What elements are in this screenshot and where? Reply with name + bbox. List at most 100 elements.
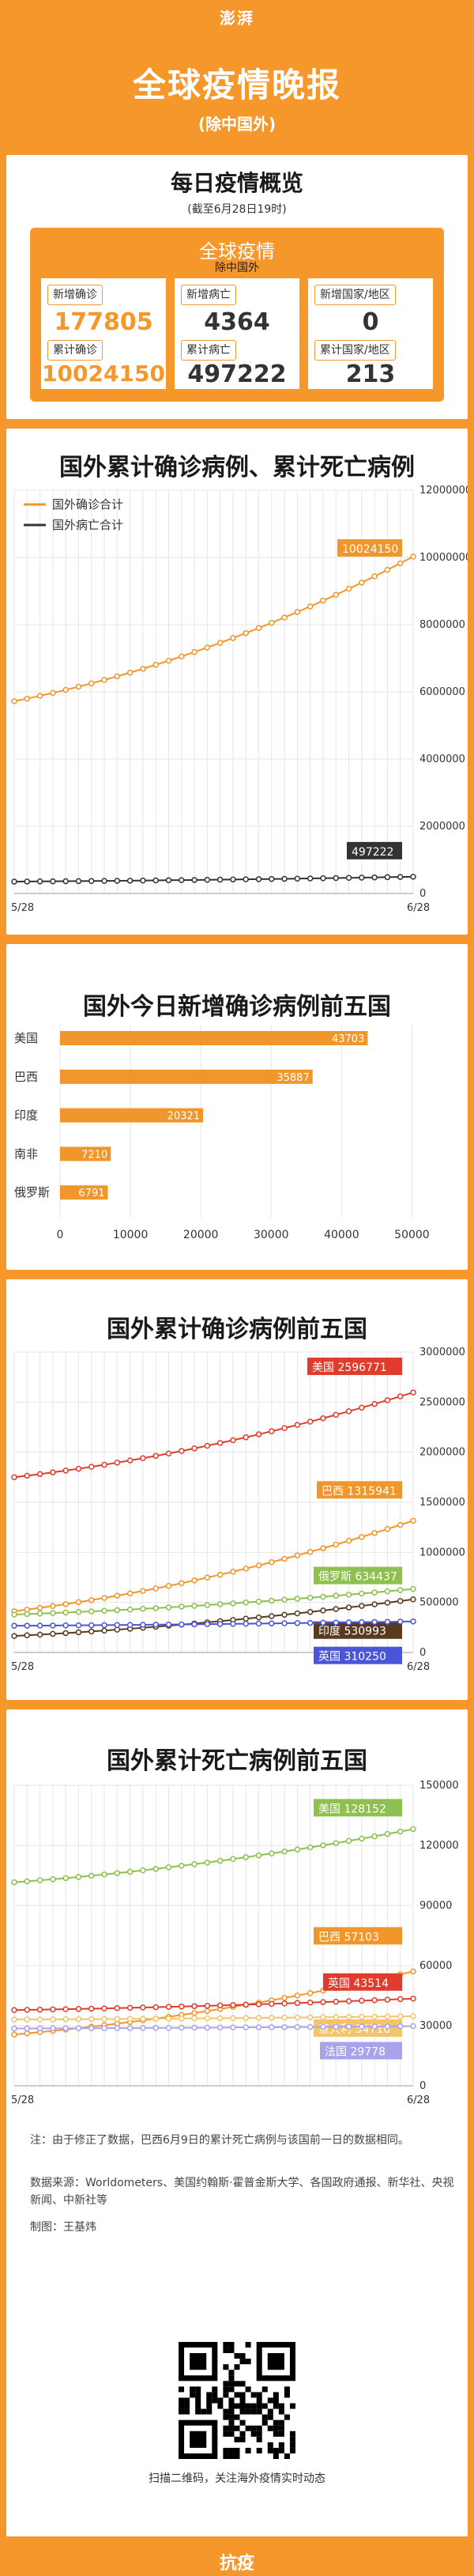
data-point	[126, 2025, 134, 2031]
data-point	[191, 1445, 198, 1452]
qr-code-image[interactable]	[179, 2342, 295, 2459]
data-point	[216, 1440, 224, 1446]
data-point	[179, 1603, 185, 1610]
qr-module	[228, 2431, 235, 2437]
stat-value-new-countries: 0	[362, 308, 379, 336]
qr-module	[278, 2442, 284, 2448]
data-point	[230, 1621, 236, 1627]
data-point	[114, 1592, 121, 1599]
data-point	[243, 2001, 249, 2008]
data-point	[397, 1618, 404, 1625]
data-point	[255, 2001, 262, 2008]
data-point	[126, 2015, 134, 2023]
sources-text: 数据来源：Worldometers、美国约翰斯·霍普金斯大学、各国政府通报、新华…	[30, 2177, 454, 2207]
data-point	[179, 1621, 185, 1628]
data-point	[216, 1571, 224, 1578]
data-point	[320, 1999, 326, 2005]
qr-module	[278, 2425, 284, 2431]
data-point	[230, 1437, 236, 1444]
bar-value-label: 35887	[276, 1072, 309, 1084]
chart-cumulative: 0 2000000 4000000 6000000 8000000 10000000 120…	[11, 485, 468, 914]
series-line	[13, 1520, 414, 1612]
data-point	[397, 2013, 404, 2019]
qr-module	[206, 2392, 213, 2398]
data-point	[101, 2025, 107, 2031]
bar	[60, 1108, 204, 1123]
data-point	[397, 560, 404, 567]
data-point	[269, 2000, 275, 2008]
series-label-bg	[317, 1481, 402, 1499]
data-point	[75, 878, 82, 885]
qr-module	[250, 2392, 257, 2398]
data-point	[11, 1633, 17, 1639]
qr-module	[284, 2386, 290, 2393]
qr-module	[195, 2392, 201, 2398]
qr-finder	[190, 2431, 207, 2448]
data-point	[179, 877, 185, 883]
qr-module	[289, 2431, 295, 2437]
x-tick-label: 5/28	[11, 1661, 34, 1673]
data-point	[114, 1622, 121, 1628]
data-point	[371, 1601, 378, 1607]
data-point	[410, 553, 416, 560]
data-point	[75, 1599, 82, 1606]
data-point	[191, 2015, 198, 2022]
qr-module	[278, 2447, 284, 2453]
stat-value-total-countries: 213	[345, 361, 396, 388]
stat-label-total-countries: 累计国家/地区	[314, 340, 396, 361]
bar-value-label: 6791	[78, 1188, 104, 1199]
data-point	[62, 1875, 69, 1882]
data-point	[216, 2024, 224, 2031]
data-point	[165, 2004, 172, 2010]
data-point	[126, 1622, 134, 1628]
data-point	[140, 2004, 146, 2011]
data-point	[191, 2003, 198, 2010]
data-point	[410, 1996, 416, 2002]
data-point	[294, 1596, 301, 1602]
data-point	[179, 2024, 185, 2031]
data-point	[230, 876, 236, 883]
stat-label-total-cases: 累计确诊	[47, 340, 103, 361]
data-point	[320, 597, 326, 604]
data-point	[397, 1828, 404, 1835]
data-point	[152, 662, 159, 668]
stat-label-total-deaths: 累计病亡	[181, 340, 236, 361]
data-point	[204, 2024, 211, 2031]
data-point	[62, 1467, 69, 1474]
data-point	[397, 1393, 404, 1399]
qr-module	[184, 2408, 190, 2415]
qr-module	[289, 2436, 295, 2442]
data-point	[410, 1517, 416, 1524]
qr-module	[256, 2408, 262, 2415]
legend-label: 国外确诊合计	[52, 497, 123, 512]
qr-module	[223, 2425, 229, 2431]
series-label: 英国 43514	[328, 1977, 389, 1990]
qr-module	[195, 2408, 201, 2415]
data-point	[50, 878, 56, 885]
qr-module	[289, 2447, 295, 2453]
data-point	[88, 878, 95, 885]
y-tick-label: 1000000	[419, 1547, 465, 1558]
data-point	[88, 1622, 95, 1629]
data-point	[126, 1590, 134, 1596]
data-point	[165, 1864, 172, 1871]
data-point	[50, 1610, 56, 1616]
data-point	[359, 2014, 365, 2020]
data-point	[50, 1630, 56, 1637]
data-point	[384, 1996, 391, 2003]
data-point	[320, 1593, 326, 1600]
category-label: 印度	[14, 1109, 38, 1123]
data-point	[384, 2023, 391, 2030]
stat-label-new-cases: 新增确诊	[47, 285, 103, 305]
y-tick-label: 3000000	[419, 1347, 465, 1358]
qr-module	[239, 2381, 246, 2387]
data-point	[152, 877, 159, 884]
data-point	[294, 1620, 301, 1626]
stat-card-countries: 新增国家/地区 0 累计国家/地区 213	[308, 278, 433, 389]
data-point	[281, 614, 288, 621]
data-point	[216, 640, 224, 646]
data-point	[24, 1472, 31, 1479]
data-point	[255, 2015, 262, 2021]
data-point	[269, 1428, 275, 1434]
chart-title-cumulative: 国外累计确诊病例、累计死亡病例	[59, 454, 415, 482]
